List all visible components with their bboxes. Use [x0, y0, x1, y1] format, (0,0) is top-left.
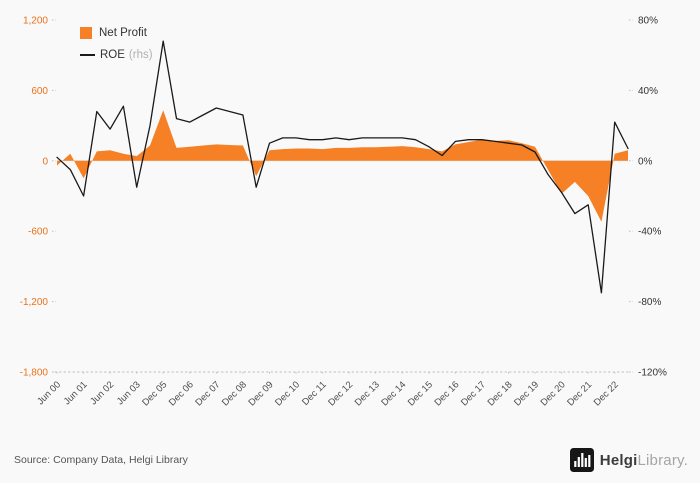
x-axis-label: Dec 17	[459, 379, 488, 408]
x-axis-label: Dec 19	[512, 379, 541, 408]
right-axis-label: -80%	[638, 297, 661, 308]
helgi-logo-icon	[569, 448, 594, 472]
left-axis-label: 600	[31, 86, 48, 97]
x-axis-label: Dec 06	[167, 379, 196, 408]
helgi-library-logo: HelgiLibrary.	[569, 448, 688, 472]
chart-canvas: 1,200 600 0 -600 -1,200 -1,800 80% 40% 0% -40% -80…	[20, 16, 667, 409]
x-axis-label: Dec 08	[220, 379, 249, 408]
x-axis-label: Dec 22	[592, 379, 621, 408]
logo-text-light: Library.	[637, 451, 688, 469]
x-axis-label: Jun 03	[115, 379, 143, 407]
x-axis-label: Dec 11	[300, 379, 329, 408]
legend-suffix-rhs: (rhs)	[128, 49, 153, 61]
right-axis-label: 0%	[638, 156, 653, 167]
x-axis-label: Jun 01	[62, 379, 90, 407]
legend-item-net-profit: Net Profit	[80, 22, 153, 44]
x-axis-label: Dec 15	[406, 379, 435, 408]
x-axis-label: Dec 16	[432, 379, 461, 408]
x-axis-label: Dec 05	[140, 379, 169, 408]
left-axis-label: -600	[28, 227, 48, 238]
logo-text: HelgiLibrary.	[600, 452, 688, 469]
footer: Source: Company Data, Helgi Library Helg…	[14, 444, 688, 476]
roe-swatch-icon	[80, 54, 95, 56]
x-axis-label: Dec 21	[565, 379, 594, 408]
source-note: Source: Company Data, Helgi Library	[14, 454, 188, 466]
left-axis-label: -1,200	[20, 297, 49, 308]
legend-label-net-profit: Net Profit	[99, 27, 147, 39]
left-axis-label: 0	[42, 156, 48, 167]
right-axis-label: -40%	[638, 227, 661, 238]
x-axis-label: Dec 07	[193, 379, 222, 408]
x-axis-label: Dec 09	[247, 379, 276, 408]
roe-line	[56, 40, 629, 294]
left-axis-label: 1,200	[23, 16, 48, 27]
x-axis-label: Dec 18	[486, 379, 515, 408]
x-axis-label: Dec 14	[379, 379, 408, 408]
x-axis-label: Jun 02	[88, 379, 116, 407]
x-axis-label: Dec 10	[273, 379, 302, 408]
net-profit-swatch-icon	[80, 27, 92, 39]
right-axis-label: 40%	[638, 86, 658, 97]
net-profit-area	[57, 110, 628, 222]
legend: Net Profit ROE (rhs)	[80, 22, 153, 66]
right-axis-label: 80%	[638, 16, 658, 27]
chart-area: 1,200 600 0 -600 -1,200 -1,800 80% 40% 0% -40% -80…	[20, 16, 667, 409]
legend-label-roe: ROE	[100, 49, 125, 61]
x-axis-label: Jun 00	[35, 379, 63, 407]
x-axis-label: Dec 13	[353, 379, 382, 408]
legend-item-roe: ROE (rhs)	[80, 44, 153, 66]
x-axis-label: Dec 12	[326, 379, 355, 408]
left-axis-label: -1,800	[20, 368, 49, 379]
logo-text-bold: Helgi	[599, 451, 638, 469]
right-axis-label: -120%	[638, 368, 667, 379]
x-axis-label: Dec 20	[539, 379, 568, 408]
